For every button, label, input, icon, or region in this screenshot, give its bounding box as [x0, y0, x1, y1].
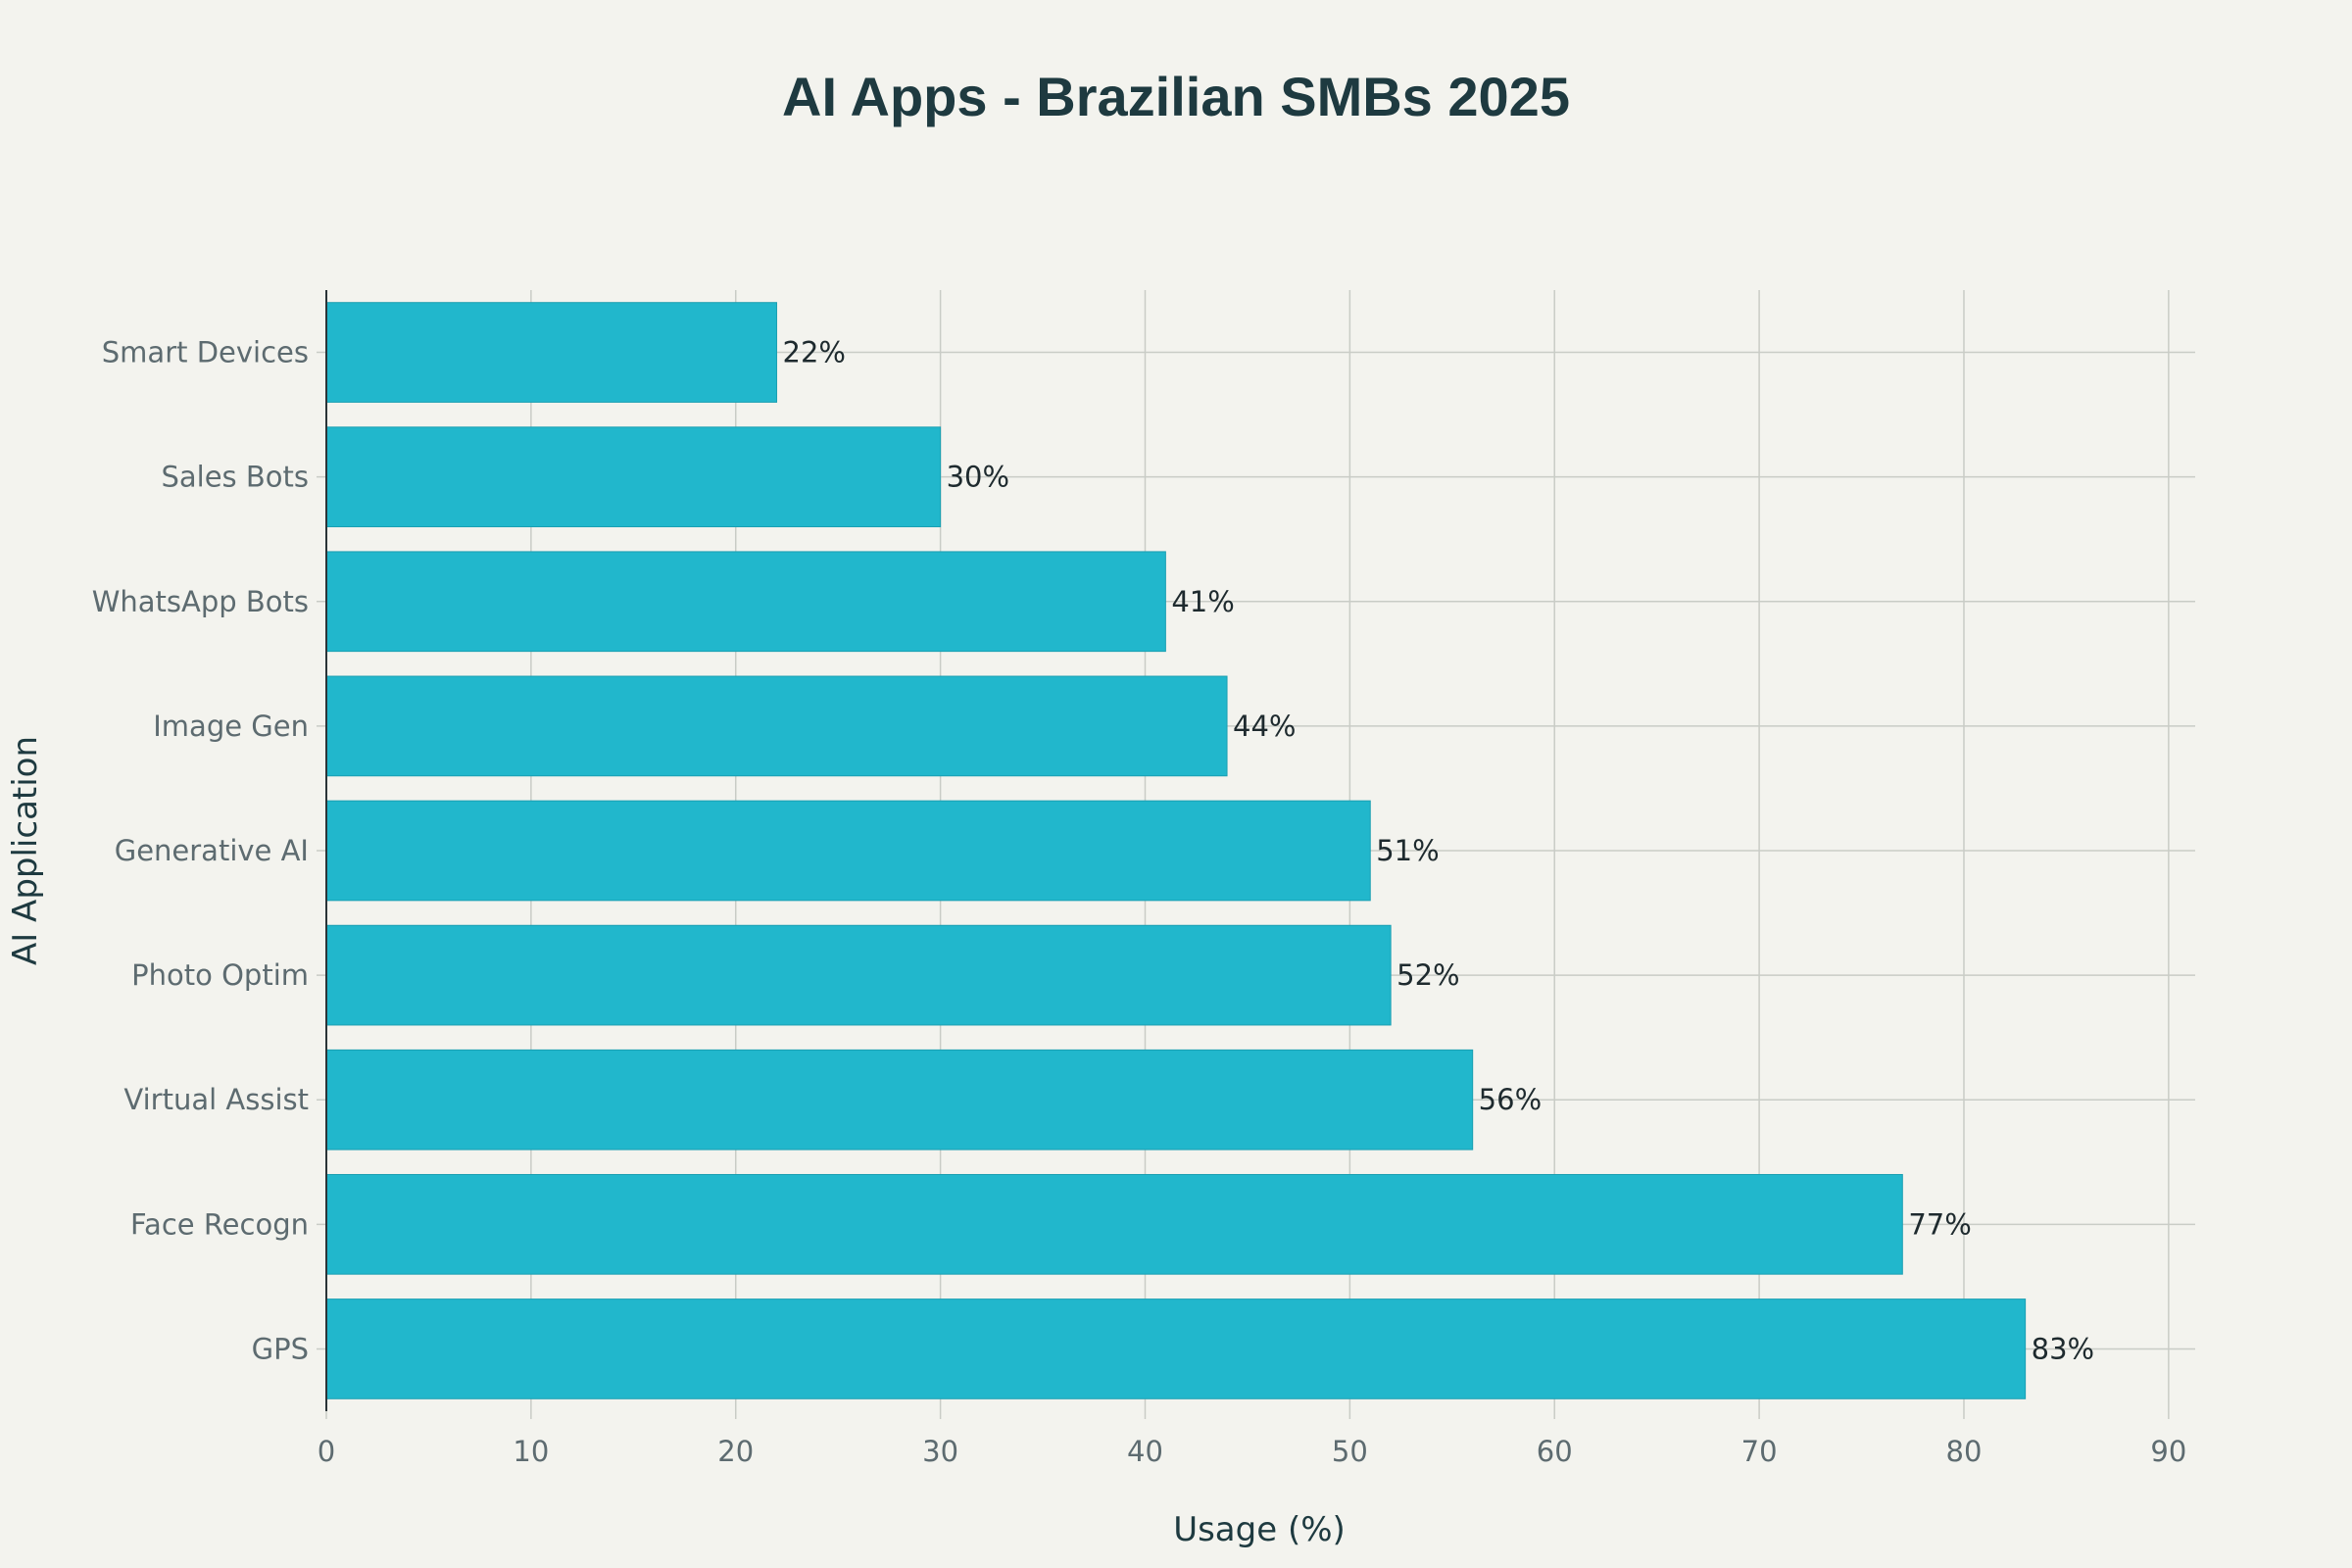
y-tick-label: Virtual Assist — [123, 1083, 309, 1116]
data-label: 51% — [1376, 834, 1439, 867]
bars — [325, 302, 2027, 1399]
x-tick-label: 90 — [2150, 1435, 2186, 1468]
bar — [325, 675, 1228, 777]
bar — [325, 426, 942, 528]
x-tick-label: 0 — [318, 1435, 335, 1468]
data-label: 77% — [1908, 1207, 1971, 1241]
data-label: 30% — [947, 461, 1009, 494]
y-tick-label: Photo Optim — [131, 958, 309, 992]
x-tick-label: 30 — [922, 1435, 958, 1468]
bar — [325, 924, 1392, 1026]
y-tick-label: Sales Bots — [161, 461, 309, 494]
x-tick-label: 40 — [1127, 1435, 1163, 1468]
bar — [325, 1173, 1903, 1275]
y-tick-label: Face Recogn — [130, 1207, 309, 1241]
y-tick-label: Image Gen — [153, 710, 309, 743]
x-tick-label: 60 — [1537, 1435, 1573, 1468]
data-label: 44% — [1233, 710, 1296, 743]
y-tick-label: Generative AI — [115, 834, 309, 867]
y-tick-label: GPS — [252, 1332, 309, 1365]
data-label: 56% — [1479, 1083, 1542, 1116]
x-tick-label: 80 — [1946, 1435, 1983, 1468]
labels: 0 10 20 30 40 50 60 70 80 90 Smart Devices 22% Sales… — [92, 336, 2187, 1468]
bar — [325, 800, 1371, 902]
data-label: 83% — [2032, 1332, 2094, 1365]
data-label: 41% — [1171, 585, 1234, 618]
x-tick-label: 70 — [1741, 1435, 1778, 1468]
x-tick-label: 50 — [1332, 1435, 1368, 1468]
data-label: 22% — [783, 336, 846, 369]
bar — [325, 1298, 2027, 1399]
chart-title: AI Apps - Brazilian SMBs 2025 — [782, 66, 1570, 127]
bar — [325, 302, 778, 403]
x-tick-label: 10 — [513, 1435, 549, 1468]
data-label: 52% — [1396, 958, 1459, 992]
x-tick-label: 20 — [717, 1435, 754, 1468]
y-tick-label: WhatsApp Bots — [92, 585, 309, 618]
x-axis-title: Usage (%) — [1173, 1510, 1346, 1549]
bar — [325, 551, 1166, 653]
y-axis-title: AI Application — [6, 736, 45, 965]
bar — [325, 1049, 1474, 1151]
y-tick-label: Smart Devices — [102, 336, 309, 369]
